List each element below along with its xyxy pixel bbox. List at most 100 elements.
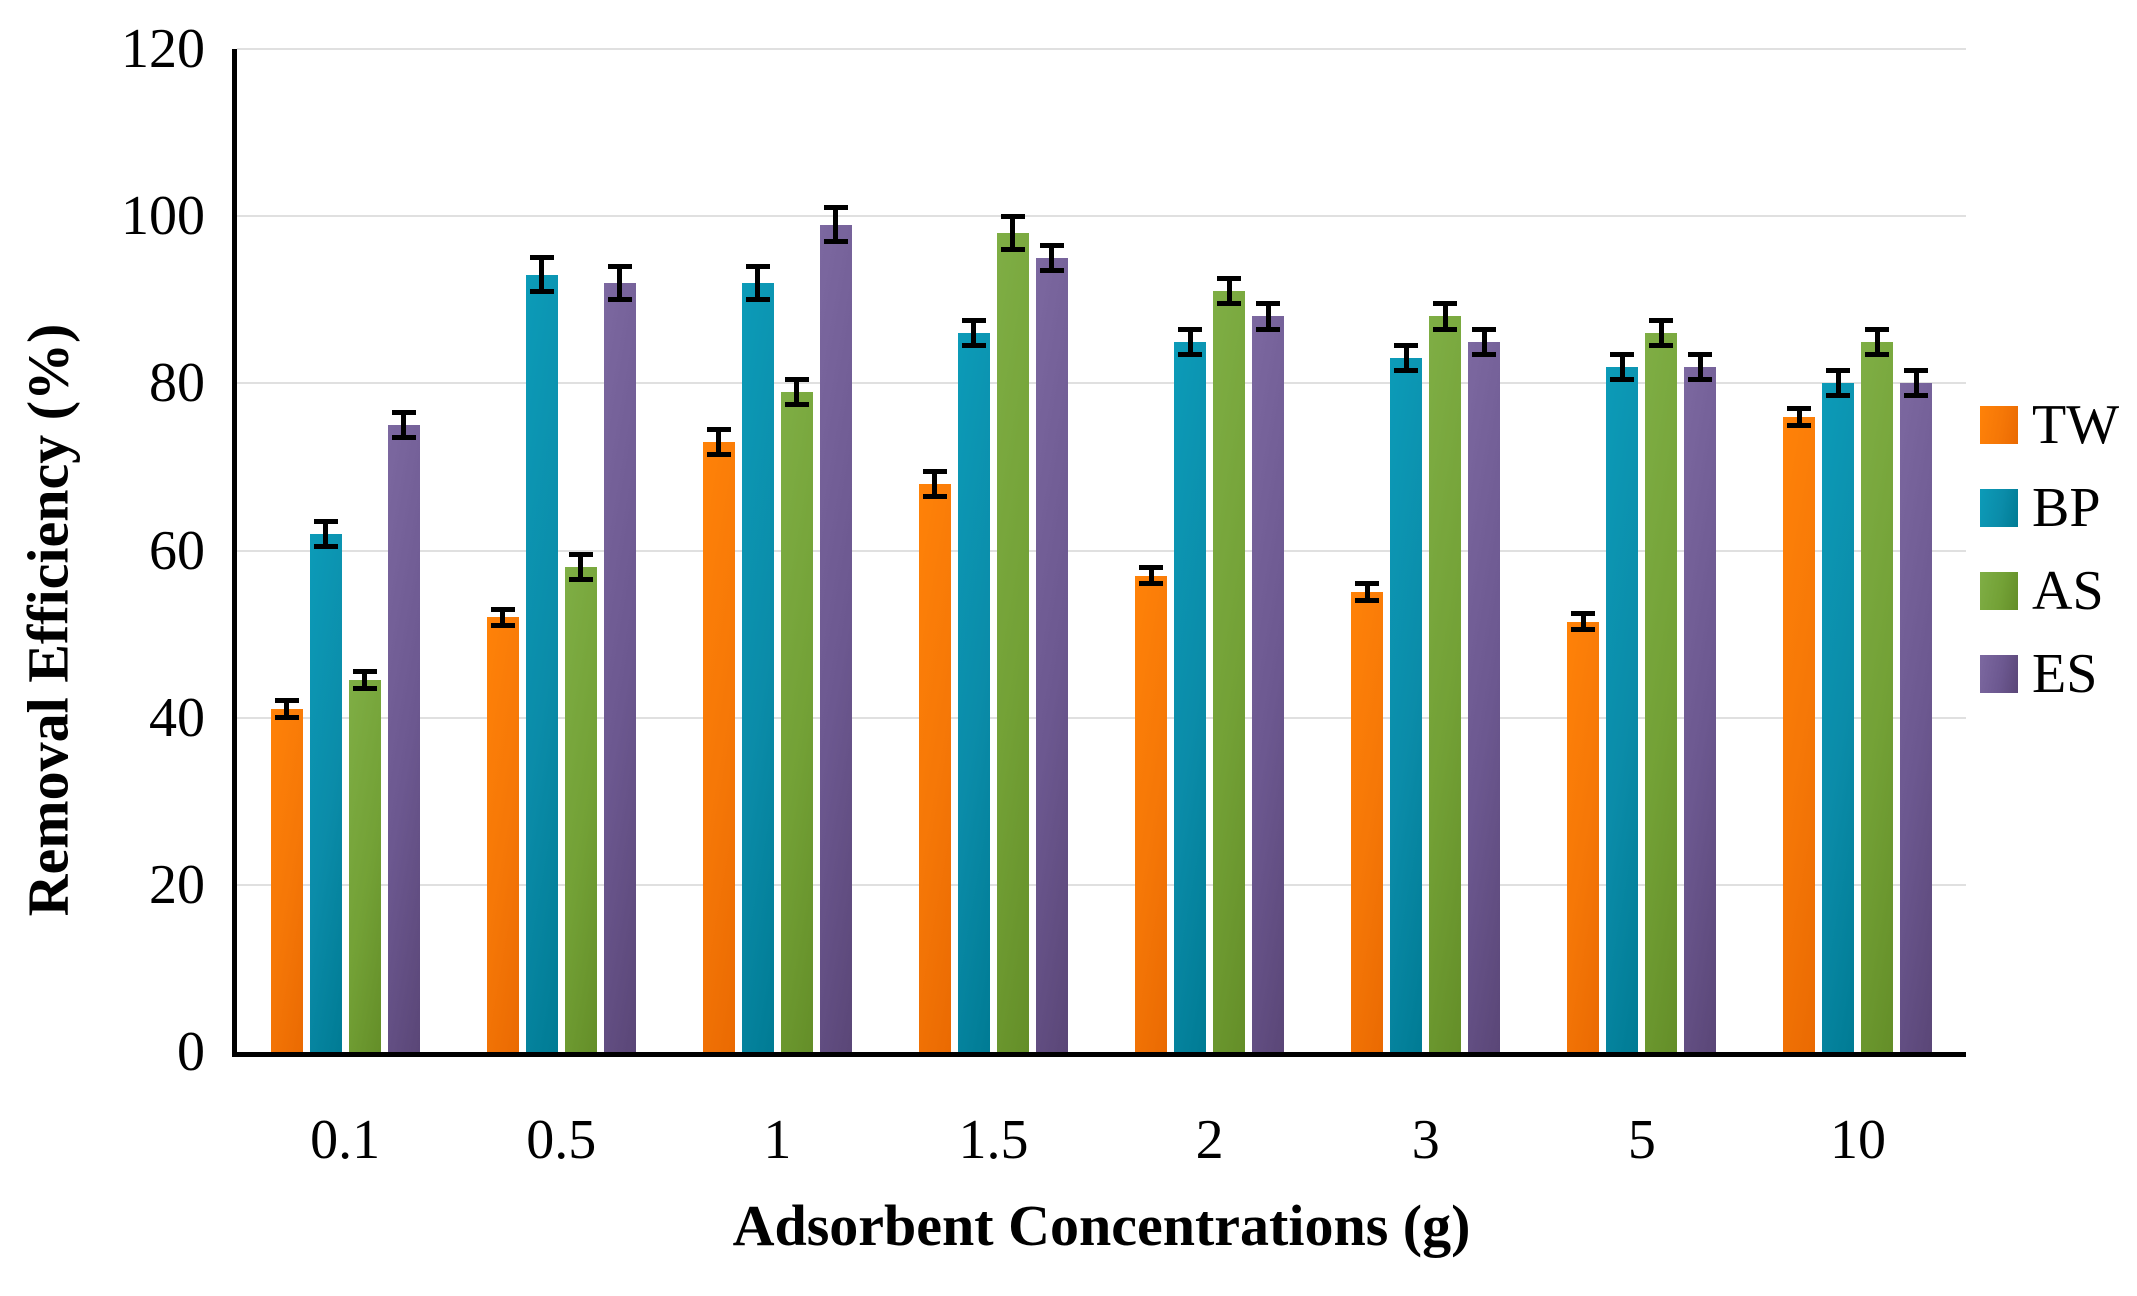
error-bar-cap	[607, 297, 632, 303]
y-tick-label: 60	[149, 519, 205, 582]
error-bar-cap	[922, 468, 947, 474]
error-bar-cap	[1649, 318, 1674, 324]
legend-item-ES: ES	[1980, 632, 2119, 715]
error-bar-cap	[1039, 242, 1064, 248]
bar-TW-5	[1567, 621, 1600, 1052]
legend-swatch-TW	[1980, 405, 2018, 444]
error-bar	[1148, 567, 1154, 584]
error-bar-cap	[1394, 368, 1419, 374]
error-bar	[1796, 408, 1802, 426]
legend-label-BP: BP	[2032, 476, 2101, 539]
error-bar-cap	[1355, 581, 1380, 587]
error-bar-cap	[1217, 276, 1242, 282]
y-tick-label: 100	[121, 185, 205, 248]
error-bar	[1010, 216, 1016, 250]
gridline	[237, 382, 1966, 385]
error-bar	[1226, 278, 1232, 304]
error-bar	[284, 700, 290, 718]
error-bar-cap	[745, 297, 770, 303]
error-bar	[539, 257, 545, 292]
error-bar-cap	[1256, 326, 1281, 332]
bar-TW-3	[1351, 592, 1384, 1052]
error-bar-cap	[1865, 326, 1890, 332]
bar-AS-0.1	[348, 680, 381, 1052]
bar-ES-10	[1900, 383, 1933, 1052]
bar-TW-1	[702, 441, 735, 1052]
bar-BP-1	[741, 283, 774, 1052]
error-bar	[716, 429, 722, 455]
error-bar-cap	[823, 205, 848, 211]
bar-ES-0.5	[603, 283, 636, 1052]
bar-BP-2	[1174, 341, 1207, 1052]
legend-item-AS: AS	[1980, 549, 2119, 632]
error-bar-cap	[1256, 301, 1281, 307]
error-bar-cap	[1433, 301, 1458, 307]
gridline	[237, 48, 1966, 51]
bar-TW-1.5	[918, 483, 951, 1052]
error-bar-cap	[1649, 343, 1674, 349]
error-bar-cap	[1394, 343, 1419, 349]
error-bar-cap	[352, 685, 377, 691]
error-bar	[1874, 329, 1880, 355]
y-axis-title: Removal Efficiency (%)	[15, 323, 81, 917]
error-bar	[1265, 303, 1271, 329]
y-tick-label: 80	[149, 352, 205, 415]
y-tick-label: 20	[149, 853, 205, 916]
bar-BP-10	[1822, 383, 1855, 1052]
y-axis-line	[232, 49, 237, 1057]
error-bar	[833, 207, 839, 242]
error-bar-cap	[274, 698, 299, 704]
x-axis-title: Adsorbent Concentrations (g)	[732, 1193, 1471, 1258]
bar-BP-1.5	[957, 333, 990, 1052]
error-bar	[362, 671, 368, 689]
error-bar-cap	[961, 318, 986, 324]
error-bar-cap	[1139, 564, 1164, 570]
error-bar	[1913, 370, 1919, 396]
error-bar-cap	[1571, 627, 1596, 633]
error-bar-cap	[1178, 326, 1203, 332]
bar-BP-5	[1606, 366, 1639, 1052]
error-bar-cap	[1000, 213, 1025, 219]
bar-ES-5	[1684, 366, 1717, 1052]
gridline	[237, 883, 1966, 886]
error-bar-cap	[1472, 351, 1497, 357]
bar-AS-3	[1429, 316, 1462, 1052]
error-bar-cap	[1039, 267, 1064, 273]
error-bar-cap	[1217, 301, 1242, 307]
error-bar-cap	[1865, 351, 1890, 357]
error-bar-cap	[1904, 393, 1929, 399]
error-bar	[932, 471, 938, 497]
bar-BP-0.5	[525, 274, 558, 1052]
error-bar	[578, 554, 584, 580]
error-bar	[500, 609, 506, 626]
error-bar-cap	[1355, 598, 1380, 604]
error-bar-cap	[490, 623, 515, 629]
plot-area	[232, 48, 1966, 1057]
error-bar-cap	[784, 376, 809, 382]
x-axis-line	[232, 1052, 1966, 1057]
error-bar-cap	[1472, 326, 1497, 332]
error-bar-cap	[784, 401, 809, 407]
error-bar	[755, 266, 761, 300]
error-bar	[1619, 354, 1625, 380]
error-bar-cap	[313, 543, 338, 549]
legend-item-BP: BP	[1980, 466, 2119, 549]
error-bar-cap	[1000, 247, 1025, 253]
bar-AS-5	[1645, 333, 1678, 1052]
error-bar	[1403, 345, 1409, 371]
bar-AS-10	[1861, 341, 1894, 1052]
error-bar-cap	[490, 606, 515, 612]
error-bar-cap	[1433, 326, 1458, 332]
error-bar	[794, 379, 800, 405]
error-bar-cap	[313, 518, 338, 524]
x-tick-label: 3	[1411, 1109, 1440, 1171]
legend-swatch-ES	[1980, 654, 2018, 693]
legend-swatch-AS	[1980, 571, 2018, 610]
legend-label-TW: TW	[2032, 393, 2120, 456]
error-bar-cap	[922, 493, 947, 499]
error-bar-cap	[1787, 405, 1812, 411]
legend-item-TW: TW	[1980, 383, 2119, 466]
y-tick-label: 120	[121, 18, 205, 80]
error-bar-cap	[529, 288, 554, 294]
